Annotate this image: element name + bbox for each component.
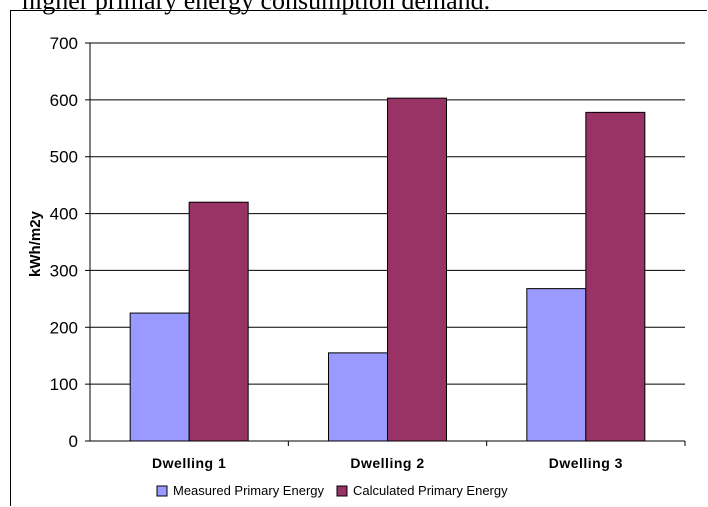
bar-measured-primary-energy <box>526 288 587 442</box>
bar-measured-primary-energy <box>129 312 190 442</box>
legend: Measured Primary Energy Calculated Primar… <box>156 483 508 498</box>
x-tick-labels: Dwelling 1 Dwelling 2 Dwelling 3 <box>152 455 623 471</box>
y-tick-labels: 0 100 200 300 400 500 600 700 <box>50 34 78 451</box>
bar-calculated-primary-energy <box>585 111 646 442</box>
x-tick-label: Dwelling 2 <box>350 455 424 471</box>
y-tick-label: 100 <box>50 375 78 394</box>
legend-label: Calculated Primary Energy <box>353 483 508 498</box>
y-tick-label: 200 <box>50 318 78 337</box>
x-tick-label: Dwelling 3 <box>549 455 623 471</box>
legend-swatch <box>156 485 168 497</box>
cropped-caption-text: higher primary energy consumption demand… <box>22 0 491 15</box>
y-tick-label: 400 <box>50 205 78 224</box>
y-tick-label: 700 <box>50 34 78 53</box>
y-tick-label: 600 <box>50 91 78 110</box>
bar-measured-primary-energy <box>328 352 388 442</box>
chart-frame <box>10 10 707 506</box>
x-tick-label: Dwelling 1 <box>152 455 226 471</box>
y-tick-label: 0 <box>69 432 78 451</box>
legend-swatch <box>336 485 348 497</box>
bars <box>129 97 646 442</box>
legend-label: Measured Primary Energy <box>173 483 324 498</box>
y-tick-label: 500 <box>50 148 78 167</box>
axes <box>85 42 686 446</box>
bar-calculated-primary-energy <box>188 201 249 442</box>
y-axis-label: kWh/m2y <box>27 210 44 277</box>
y-tick-label: 300 <box>50 261 78 280</box>
bar-calculated-primary-energy <box>387 97 447 442</box>
